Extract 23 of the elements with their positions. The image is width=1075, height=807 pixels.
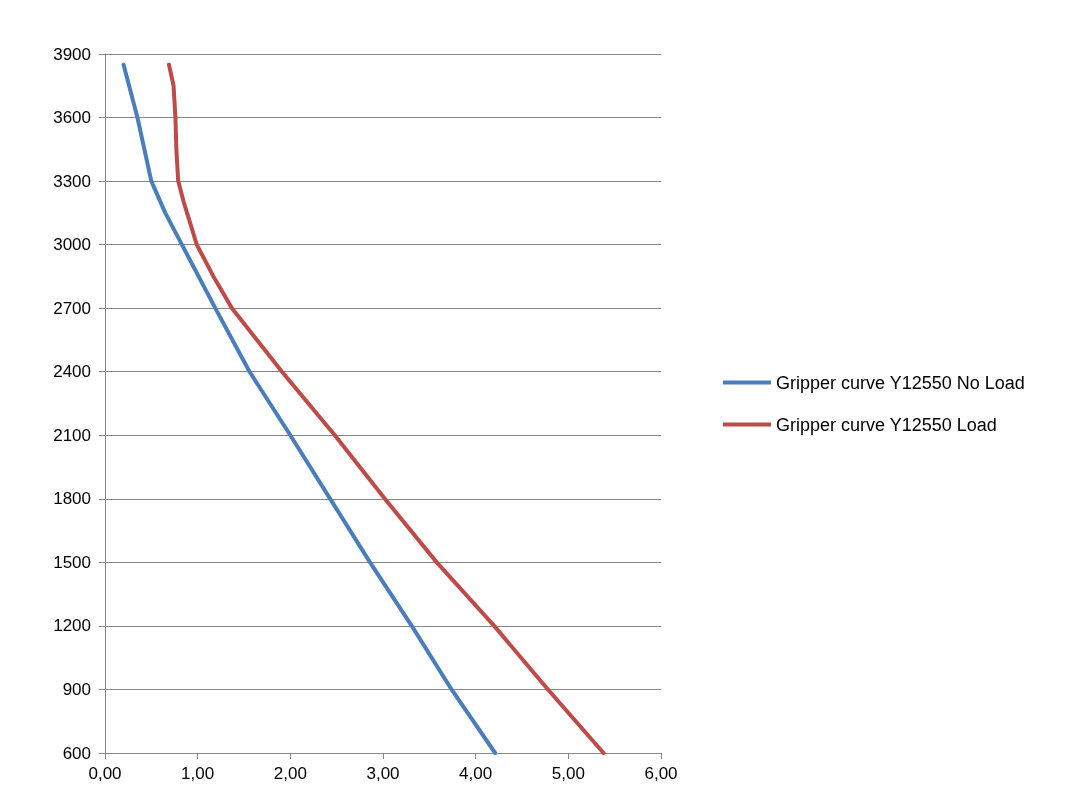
y-tick-label: 2700 xyxy=(53,298,91,318)
y-tick-label: 900 xyxy=(62,679,91,699)
y-tick-label: 1500 xyxy=(53,552,91,572)
y-tick-label: 3000 xyxy=(53,235,91,255)
y-tick-label: 3900 xyxy=(53,44,91,64)
line-series xyxy=(166,62,606,755)
x-tick-label: 1,00 xyxy=(181,764,215,783)
y-tick-label: 1800 xyxy=(53,489,91,509)
x-tick-label: 2,00 xyxy=(273,764,307,783)
y-tick-label: 3300 xyxy=(53,171,91,191)
legend-label: Gripper curve Y12550 No Load xyxy=(776,372,1025,393)
x-tick-label: 4,00 xyxy=(459,764,493,783)
x-tick-label: 6,00 xyxy=(644,764,678,783)
y-tick-label: 1200 xyxy=(53,616,91,636)
line-series xyxy=(121,62,498,755)
y-tick-label: 2100 xyxy=(53,425,91,445)
x-tick-label: 0,00 xyxy=(88,764,122,783)
y-tick-label: 3600 xyxy=(53,108,91,128)
x-tick-label: 5,00 xyxy=(551,764,585,783)
y-tick-label: 2400 xyxy=(53,362,91,382)
x-tick-label: 3,00 xyxy=(366,764,400,783)
y-tick-label: 600 xyxy=(62,743,91,763)
legend-label: Gripper curve Y12550 Load xyxy=(776,414,997,435)
